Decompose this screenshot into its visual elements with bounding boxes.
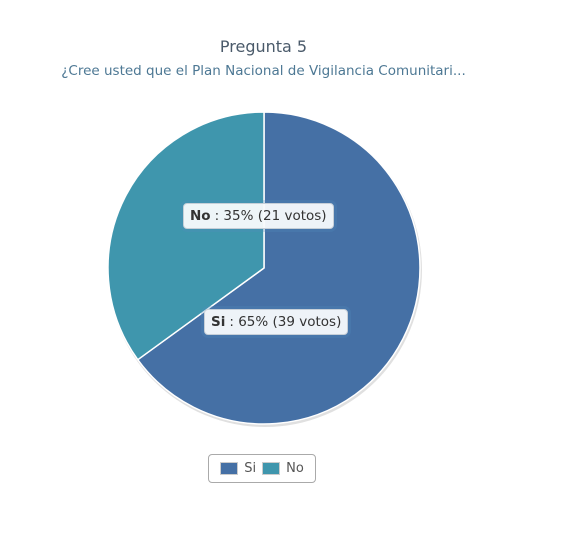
data-label-no: No : 35% (21 votos)	[183, 203, 334, 229]
pie-slice-si[interactable]	[137, 111, 421, 425]
legend-label-si: Si	[244, 461, 257, 476]
chart-title: Pregunta 5	[219, 37, 308, 56]
chart-legend: Si No	[208, 454, 316, 483]
data-label-no-value: : 35% (21 votos)	[214, 208, 327, 224]
legend-label-no: No	[286, 461, 304, 476]
data-label-si-name: Si	[211, 314, 226, 330]
legend-item-si[interactable]: Si	[220, 461, 256, 476]
legend-swatch-no	[262, 462, 281, 475]
data-label-si: Si : 65% (39 votos)	[204, 309, 349, 335]
legend-swatch-si	[220, 462, 239, 475]
chart-subtitle: ¿Cree usted que el Plan Nacional de Vigi…	[61, 63, 466, 79]
legend-item-no[interactable]: No	[262, 461, 304, 476]
data-label-si-value: : 65% (39 votos)	[229, 314, 342, 330]
pie-slice-no[interactable]	[107, 111, 265, 361]
data-label-no-name: No	[190, 208, 211, 224]
